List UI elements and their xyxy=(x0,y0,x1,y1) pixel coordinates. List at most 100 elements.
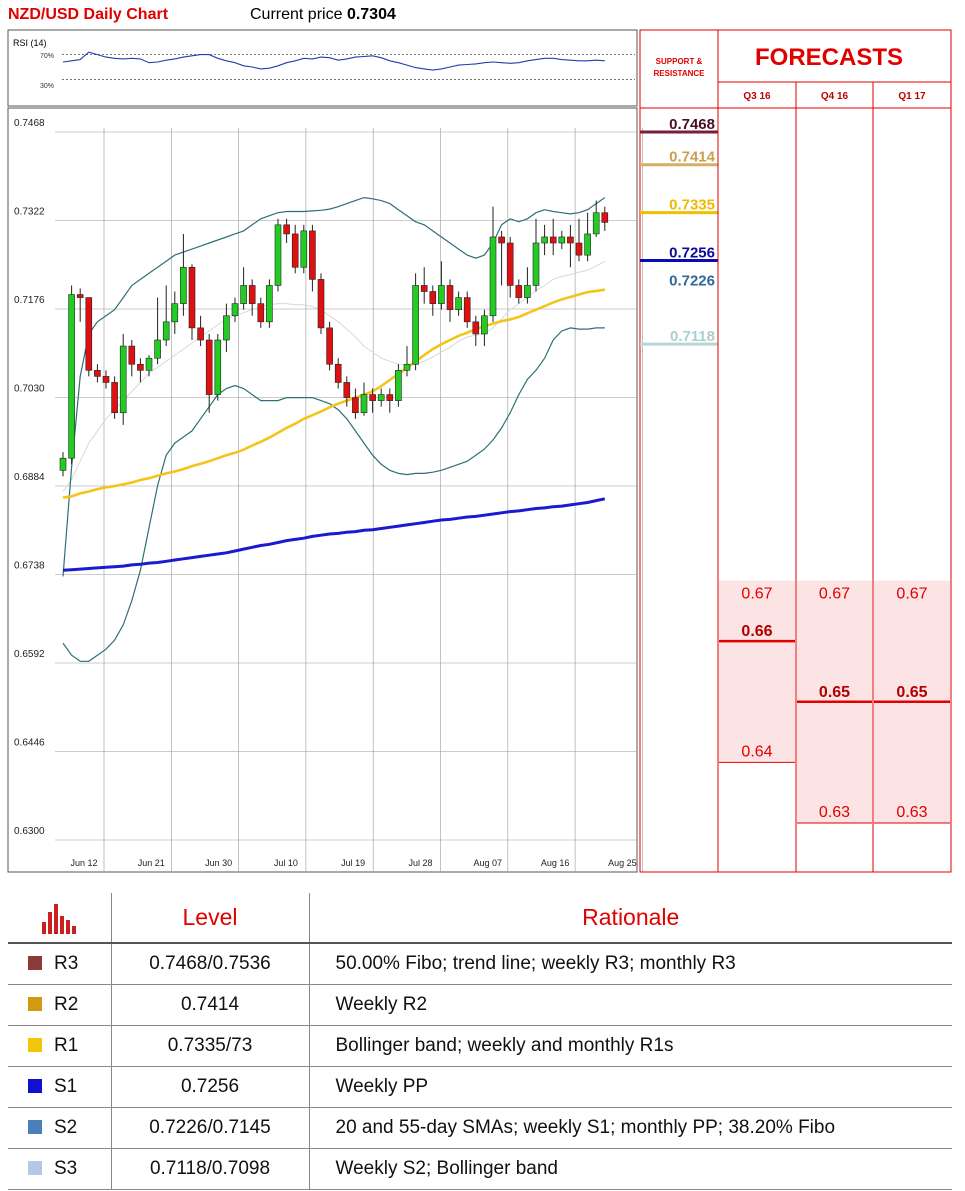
candle-body xyxy=(145,357,153,371)
current-price-value: 0.7304 xyxy=(346,6,396,23)
candle-body xyxy=(59,457,67,471)
y-tick-label: 0.7176 xyxy=(14,295,45,306)
y-tick-label: 0.7030 xyxy=(14,384,45,395)
x-tick-label: Aug 16 xyxy=(541,858,570,868)
candle-body xyxy=(386,394,394,401)
current-price-label: Current price xyxy=(250,6,343,23)
candle-body xyxy=(575,242,583,256)
candle-body xyxy=(377,394,385,401)
candle-body xyxy=(455,297,462,310)
candle-body xyxy=(334,363,342,383)
candle-body xyxy=(395,370,402,401)
forecasts-panel: FORECASTS Q3 16 0.67 0.66 0.64 Q4 16 0.67 0.65… xyxy=(717,29,952,873)
x-tick-label: Jun 21 xyxy=(138,858,165,868)
y-tick-label: 0.6446 xyxy=(14,738,45,749)
level-name: S2 xyxy=(54,1116,78,1138)
x-tick-label: Aug 07 xyxy=(474,858,503,868)
y-tick-label: 0.7322 xyxy=(14,207,45,218)
level-name: R2 xyxy=(54,993,79,1015)
level-name: R1 xyxy=(54,1034,79,1056)
candle-body xyxy=(506,242,514,286)
candle-body xyxy=(412,285,419,365)
sr-level-label: 0.7256 xyxy=(669,245,715,262)
level-name-cell: S3 xyxy=(8,1148,112,1190)
x-tick-label: Jul 28 xyxy=(408,858,432,868)
level-value: 0.7118/0.7098 xyxy=(111,1148,310,1190)
level-name-cell: R1 xyxy=(8,1025,112,1067)
level-rationale: 20 and 55-day SMAs; weekly S1; monthly P… xyxy=(309,1107,952,1149)
levels-row: S2 0.7226/0.7145 20 and 55-day SMAs; weekl… xyxy=(8,1107,952,1149)
level-name-cell: S1 xyxy=(8,1066,112,1108)
level-name-cell: S2 xyxy=(8,1107,112,1149)
rsi-level-70: 70% xyxy=(40,53,54,60)
chart-area: 0.7468 0.7322 0.7176 0.7030 0.6884 0.6738 0.65… xyxy=(7,29,952,873)
candle-body xyxy=(154,339,161,359)
levels-row: S1 0.7256 Weekly PP xyxy=(8,1066,952,1108)
forecast-mid-label: 0.65 xyxy=(896,684,927,701)
x-tick-label: Jun 30 xyxy=(205,858,232,868)
candle-body xyxy=(291,233,299,268)
bollinger-middle-line xyxy=(62,260,606,492)
forecast-mid-label: 0.66 xyxy=(741,623,772,640)
candle-body xyxy=(601,212,609,223)
rsi-line xyxy=(62,51,605,71)
x-tick-label: Jun 12 xyxy=(70,858,97,868)
support-resistance-panel: SUPPORT & RESISTANCE 0.7468 0.7414 0.7335 0… xyxy=(639,29,719,873)
level-value: 0.7335/73 xyxy=(111,1025,310,1067)
rsi-label: RSI (14) xyxy=(13,38,47,48)
sma200-line xyxy=(62,497,606,572)
level-color-swatch xyxy=(28,996,42,1011)
y-tick-label: 0.6592 xyxy=(14,649,45,660)
level-color-swatch xyxy=(28,1037,42,1052)
sr-title-line1: SUPPORT & xyxy=(656,57,703,66)
candle-body xyxy=(162,321,170,341)
rsi-frame xyxy=(7,29,638,107)
candle-body xyxy=(481,315,488,335)
candle-body xyxy=(567,236,574,244)
candle-body xyxy=(549,236,557,244)
candle-body xyxy=(489,236,497,317)
levels-table: Level Rationale R3 0.7468/0.7536 50.00% Fi… xyxy=(8,893,952,1190)
level-color-swatch xyxy=(28,1078,42,1093)
level-name: S1 xyxy=(54,1075,78,1097)
forecast-high-label: 0.67 xyxy=(896,586,927,603)
x-tick-label: Jul 10 xyxy=(274,858,298,868)
forecast-low-label: 0.64 xyxy=(741,743,772,760)
candle-body xyxy=(592,212,600,235)
forecast-low-label: 0.63 xyxy=(896,804,927,821)
candle-body xyxy=(472,321,480,335)
candle-body xyxy=(171,303,179,323)
y-tick-label: 0.6884 xyxy=(14,472,45,483)
sr-title-line2: RESISTANCE xyxy=(654,69,706,78)
candle-body xyxy=(283,224,290,235)
sr-level-label: 0.7118 xyxy=(670,328,715,345)
candle-body xyxy=(463,297,471,323)
candle-body xyxy=(584,233,591,256)
price-frame xyxy=(7,107,638,873)
rsi-panel: RSI (14) 70% 30% xyxy=(13,38,635,90)
candle-body xyxy=(420,285,428,292)
candle-body xyxy=(102,376,110,383)
candle-body xyxy=(446,285,454,310)
candle-body xyxy=(317,279,325,329)
sma55-line xyxy=(62,288,605,499)
level-rationale: Weekly R2 xyxy=(309,984,952,1026)
rsi-level-30: 30% xyxy=(40,83,54,90)
candle-body xyxy=(309,230,316,280)
forecast-low-label: 0.63 xyxy=(819,804,850,821)
candle-body xyxy=(188,266,196,329)
indicator-lines xyxy=(62,196,606,662)
candle-body xyxy=(85,297,93,371)
candle-body xyxy=(223,315,230,341)
y-tick-label: 0.6300 xyxy=(14,826,45,837)
level-color-swatch xyxy=(28,1119,42,1134)
forecast-column-label: Q4 16 xyxy=(821,91,849,102)
candle-body xyxy=(541,236,548,244)
candle-body xyxy=(111,382,118,414)
candle-body xyxy=(119,345,127,414)
chart-header: NZD/USD Daily Chart Current price 0.7304 xyxy=(8,4,638,28)
candle-body xyxy=(498,236,505,244)
candle-body xyxy=(137,363,144,371)
candle-body xyxy=(180,266,187,304)
chart-frames xyxy=(7,29,638,873)
